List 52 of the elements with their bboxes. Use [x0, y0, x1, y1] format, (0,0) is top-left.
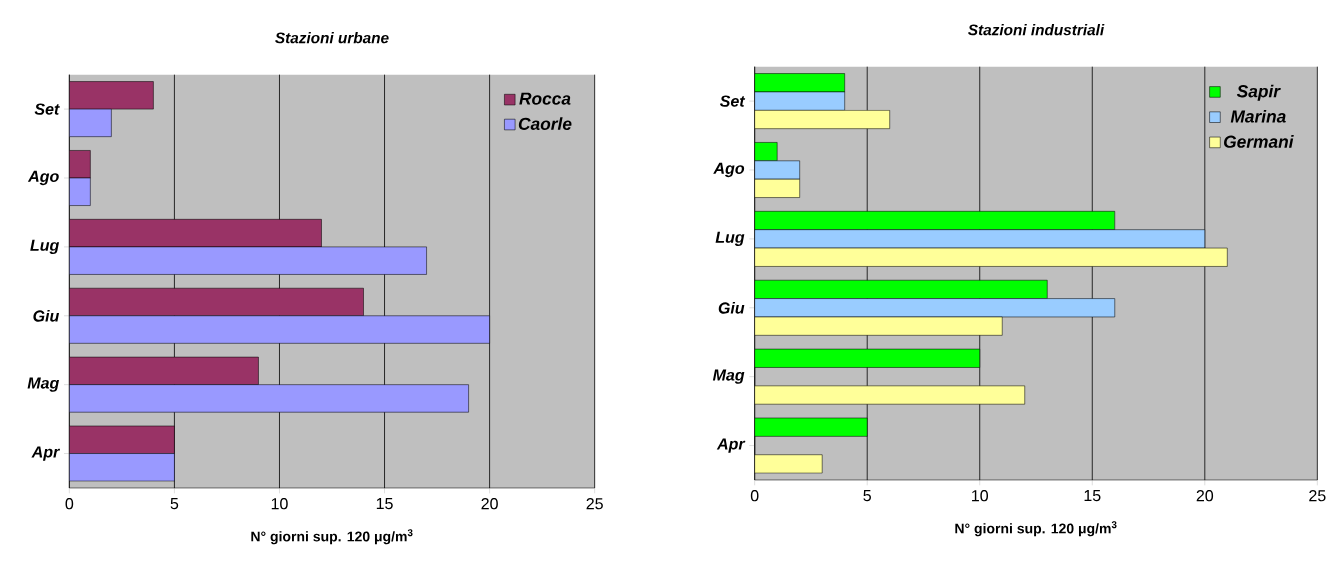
bar: [69, 246, 427, 275]
x-axis-title: N° giorni sup. 120 μg/m$^{3}$: [955, 521, 1117, 537]
y-tick-label: Mag: [712, 369, 745, 384]
bar: [69, 108, 112, 137]
y-tick-label: Ago: [27, 170, 59, 186]
bar: [754, 142, 778, 162]
x-tick-label: 25: [1309, 490, 1326, 502]
legend-label: Caorle: [518, 117, 572, 130]
x-tick-label: 25: [586, 498, 603, 510]
bar: [69, 384, 469, 413]
x-tick-label: 10: [271, 498, 288, 510]
bar: [754, 279, 1048, 299]
bar: [69, 453, 175, 482]
bar: [69, 177, 91, 206]
bar: [69, 219, 322, 248]
bar: [69, 356, 259, 385]
legend-label: Sapir: [1236, 84, 1281, 101]
x-tick-label: 20: [1196, 490, 1214, 502]
legend-label: Germani: [1224, 135, 1294, 148]
x-axis-title: N° giorni sup. 120 μg/m$^{3}$: [251, 529, 413, 545]
legend-label: Rocca: [519, 92, 571, 105]
bar: [69, 287, 364, 317]
bar: [69, 425, 175, 454]
bar: [69, 315, 490, 344]
y-tick-label: Mag: [27, 377, 60, 392]
bar: [69, 81, 154, 110]
y-tick-label: Giu: [718, 301, 745, 314]
y-tick-label: Set: [719, 95, 746, 107]
x-tick-label: 5: [170, 498, 179, 510]
y-tick-label: Apr: [31, 446, 61, 461]
chart-title: Stazioni urbane: [275, 32, 389, 44]
y-tick-label: Set: [34, 103, 60, 115]
x-tick-label: 5: [863, 490, 871, 502]
chart-title: Stazioni industriali: [968, 24, 1105, 36]
y-tick-label: Lug: [715, 231, 745, 247]
bar: [754, 417, 868, 437]
y-tick-label: Giu: [33, 309, 60, 322]
bar: [69, 150, 91, 179]
bar: [754, 73, 845, 93]
x-tick-label: 0: [65, 498, 74, 510]
y-tick-label: Apr: [716, 438, 746, 453]
x-tick-label: 15: [376, 498, 393, 510]
bar: [754, 211, 1116, 230]
bar: [754, 454, 823, 474]
x-tick-label: 10: [972, 490, 989, 502]
x-tick-label: 20: [481, 498, 498, 510]
bar: [754, 348, 981, 368]
y-tick-label: Lug: [30, 239, 60, 255]
y-tick-label: Ago: [713, 162, 745, 178]
x-tick-label: 15: [1084, 490, 1101, 502]
legend-label: Marina: [1230, 109, 1286, 123]
x-tick-label: 0: [750, 490, 759, 502]
